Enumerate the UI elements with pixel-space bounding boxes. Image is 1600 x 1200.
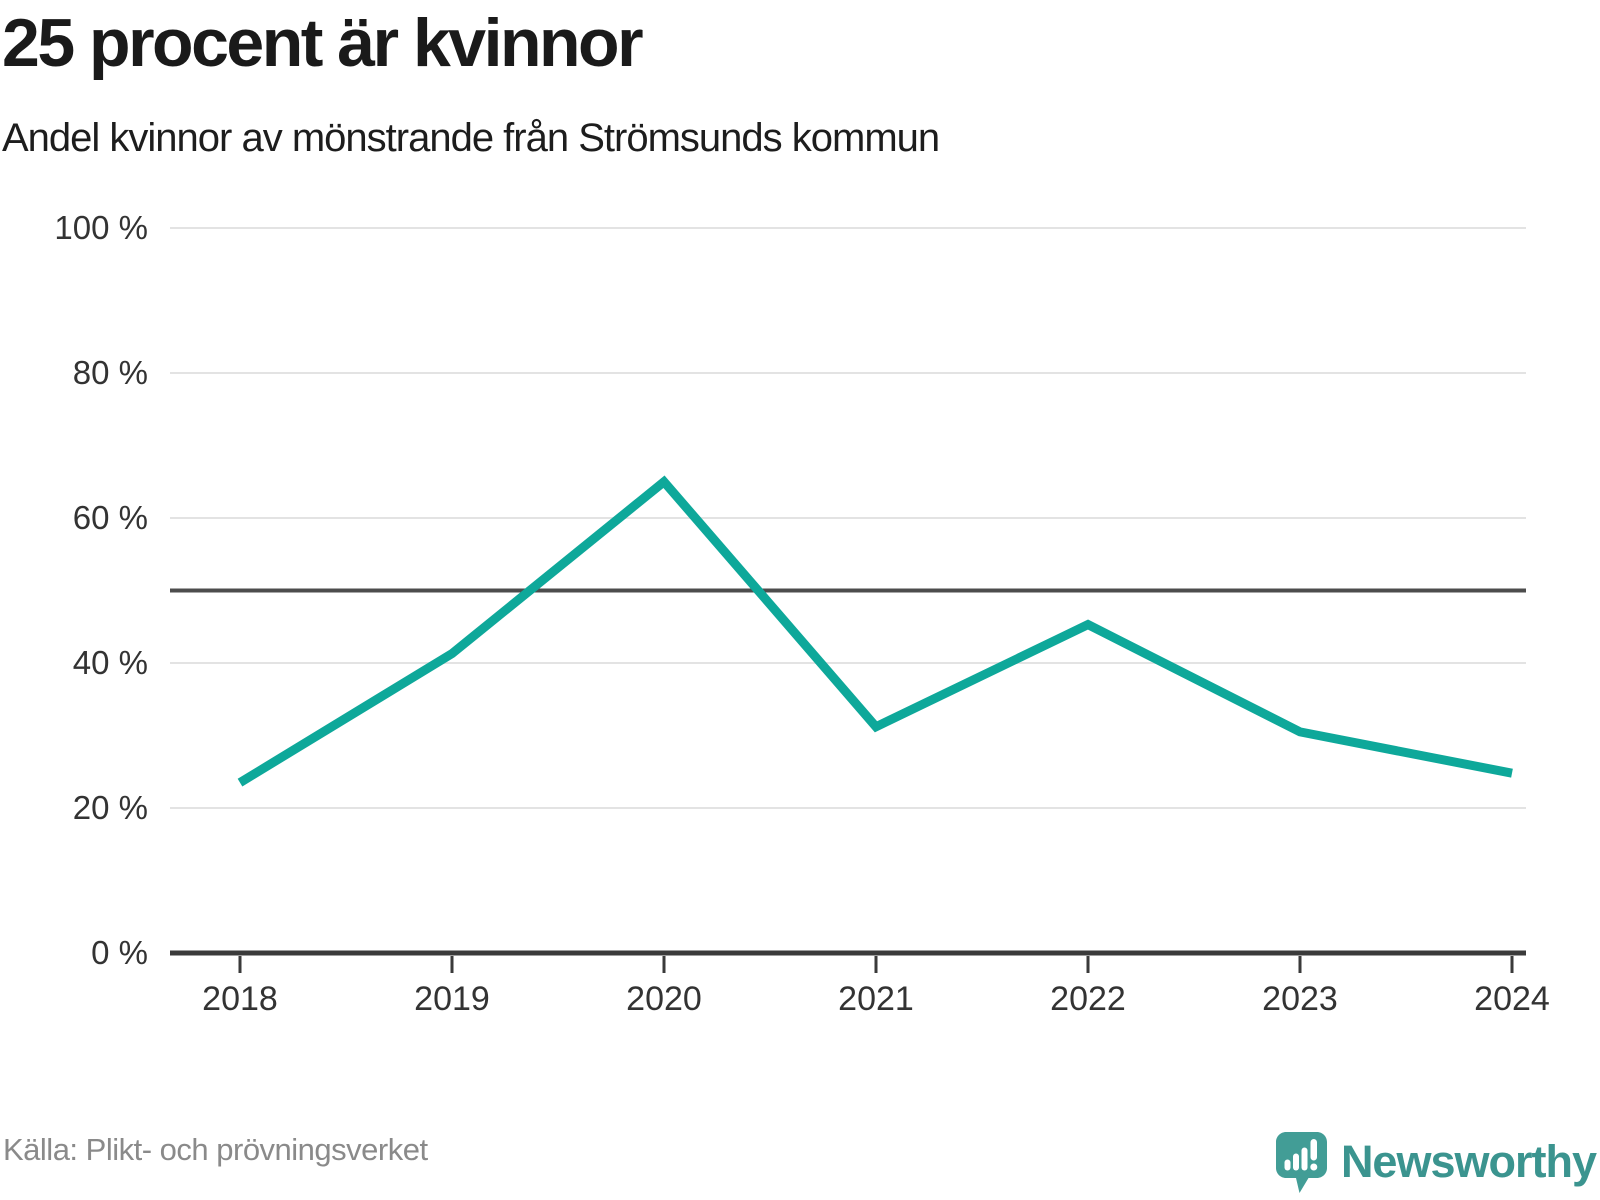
y-axis-tick-label: 80 %	[73, 354, 148, 391]
y-axis-tick-label: 0 %	[91, 934, 148, 971]
x-axis-tick-label: 2019	[414, 980, 490, 1018]
logo-bar-3	[1301, 1147, 1308, 1170]
x-axis-tick-label: 2023	[1262, 980, 1338, 1018]
y-axis-tick-label: 40 %	[73, 644, 148, 681]
x-axis-tick-label: 2018	[202, 980, 278, 1018]
chart-subtitle: Andel kvinnor av mönstrande från Strömsu…	[2, 116, 940, 160]
y-axis-tick-label: 20 %	[73, 789, 148, 826]
logo-bar-2	[1292, 1153, 1299, 1170]
x-axis-tick-label: 2021	[838, 980, 914, 1018]
source-note: Källa: Plikt- och prövningsverket	[3, 1132, 428, 1167]
logo-exclamation-bar	[1310, 1138, 1317, 1160]
newsworthy-logo-icon	[1275, 1131, 1327, 1193]
chart-title: 25 procent är kvinnor	[2, 5, 644, 81]
x-axis-tick-label: 2020	[626, 980, 702, 1018]
y-axis-tick-label: 60 %	[73, 499, 148, 536]
brand: Newsworthy	[1275, 1124, 1597, 1200]
logo-exclamation-dot	[1310, 1163, 1318, 1170]
x-axis-tick-label: 2022	[1050, 980, 1126, 1018]
brand-wordmark: Newsworthy	[1340, 1136, 1597, 1187]
logo-bar-1	[1284, 1159, 1291, 1170]
data-line-andel-kvinnor	[237, 475, 1513, 787]
x-axis-tick-label: 2024	[1474, 980, 1550, 1018]
y-axis-tick-label: 100 %	[54, 209, 148, 246]
